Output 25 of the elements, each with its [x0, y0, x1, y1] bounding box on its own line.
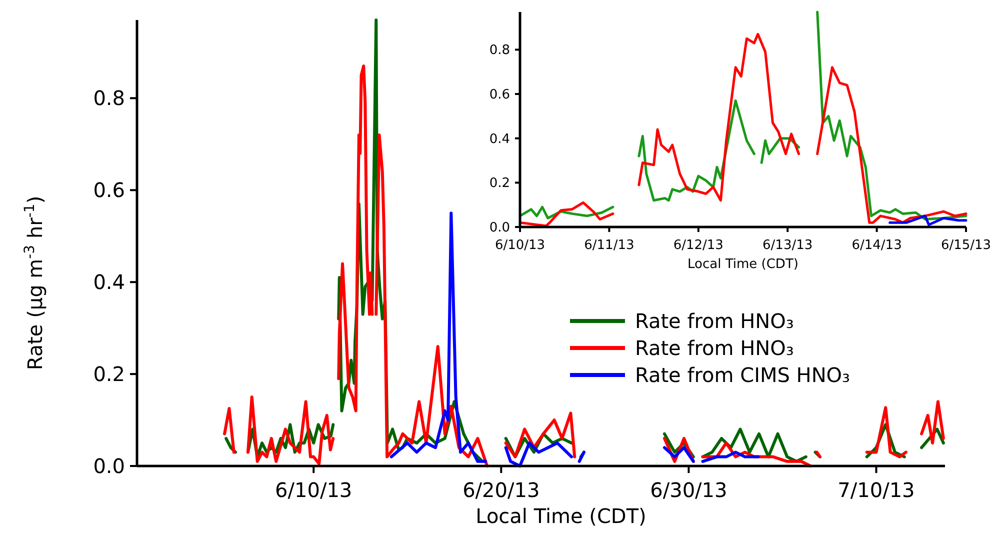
y-tick-label: 0.4 [489, 132, 510, 147]
y-tick-label: 0.6 [93, 178, 125, 202]
x-tick-label: 7/10/13 [838, 478, 915, 502]
legend-label: Rate from HNO₃ [635, 309, 794, 333]
y-tick-label: 0.6 [489, 88, 510, 103]
x-tick-label: 6/13/13 [762, 238, 813, 253]
x-tick-label: 6/10/13 [275, 478, 352, 502]
y-tick-label: 0.0 [489, 220, 510, 236]
x-axis-title: Local Time (CDT) [688, 257, 798, 272]
x-tick-label: 6/14/13 [852, 238, 902, 253]
y-tick-label: 0.2 [93, 362, 125, 386]
legend-label: Rate from HNO₃ [635, 336, 794, 360]
y-tick-label: 0.4 [93, 270, 125, 294]
y-tick-label: 0.2 [489, 176, 510, 192]
y-tick-label: 0.0 [93, 454, 125, 478]
x-axis-title: Local Time (CDT) [476, 504, 646, 528]
y-tick-label: 0.8 [93, 86, 125, 110]
x-tick-label: 6/11/13 [584, 238, 634, 253]
x-tick-label: 6/12/13 [673, 238, 724, 253]
x-tick-label: 6/30/13 [650, 478, 728, 502]
x-tick-label: 6/20/13 [462, 478, 540, 502]
y-tick-label: 0.8 [489, 43, 510, 58]
x-tick-label: 6/10/13 [494, 238, 546, 253]
x-tick-label: 6/15/13 [940, 238, 992, 253]
legend-label: Rate from CIMS HNO₃ [635, 363, 850, 387]
